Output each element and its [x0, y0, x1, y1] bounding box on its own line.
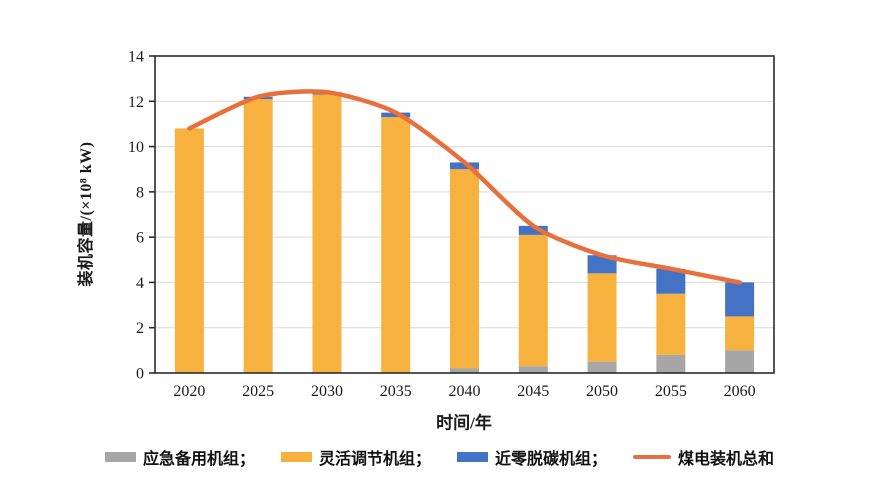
- total-line: [187, 89, 742, 285]
- x-axis-title: 时间/年: [436, 413, 492, 433]
- y-tick-label: 0: [136, 366, 144, 383]
- legend-item: 近零脱碳机组；: [457, 445, 607, 469]
- bar-segment-灵活调节机组: [312, 94, 342, 373]
- x-tick-label: 2055: [655, 383, 687, 400]
- bar-segment-近零脱碳机组: [587, 255, 617, 274]
- bar-segment-灵活调节机组: [587, 273, 617, 362]
- x-tick-label: 2045: [517, 383, 549, 400]
- legend-item: 煤电装机总和: [633, 445, 774, 469]
- legend-label: 煤电装机总和: [678, 451, 775, 468]
- x-tick-label: 2035: [380, 383, 412, 400]
- legend-color-swatch: [280, 452, 312, 462]
- legend-item: 应急备用机组；: [104, 445, 255, 469]
- bar-segment-近零脱碳机组: [518, 225, 548, 235]
- y-tick-label: 6: [136, 230, 144, 247]
- legend-label: 近零脱碳机组；: [495, 451, 608, 468]
- legend-label: 应急备用机组；: [142, 451, 255, 468]
- legend-line-swatch: [633, 454, 672, 460]
- bar-segment-灵活调节机组: [243, 99, 273, 374]
- y-tick-label: 4: [136, 275, 144, 292]
- x-tick-label: 2025: [242, 383, 274, 400]
- bar-segment-应急备用机组: [518, 366, 548, 373]
- legend: 应急备用机组； 灵活调节机组； 近零脱碳机组； 煤电装机总和: [0, 444, 879, 470]
- legend-color-swatch: [104, 452, 136, 462]
- legend-color-swatch: [457, 452, 488, 462]
- bar-segment-灵活调节机组: [450, 169, 479, 369]
- bar-segment-应急备用机组: [725, 350, 755, 373]
- bar-segment-应急备用机组: [656, 354, 686, 373]
- bar-segment-灵活调节机组: [725, 316, 755, 351]
- bar-segment-近零脱碳机组: [725, 282, 755, 317]
- bar-segment-灵活调节机组: [656, 293, 686, 355]
- bar-segment-应急备用机组: [587, 361, 617, 373]
- y-tick-label: 8: [136, 184, 144, 201]
- plot-border: [154, 55, 775, 374]
- y-tick-label: 10: [128, 139, 144, 156]
- x-tick-label: 2040: [449, 383, 481, 400]
- bar-segment-灵活调节机组: [381, 117, 411, 373]
- y-tick-label: 2: [136, 320, 144, 337]
- x-tick-label: 2030: [311, 383, 343, 400]
- bar-segment-应急备用机组: [450, 368, 479, 373]
- bar-segment-灵活调节机组: [518, 234, 548, 367]
- x-tick-label: 2050: [586, 383, 618, 400]
- bar-segment-灵活调节机组: [174, 128, 204, 373]
- x-tick-label: 2020: [173, 383, 205, 400]
- y-tick-label: 14: [128, 49, 144, 66]
- bar-segment-近零脱碳机组: [450, 162, 479, 170]
- legend-label: 灵活调节机组；: [318, 451, 431, 468]
- y-tick-label: 12: [128, 94, 144, 111]
- legend-item: 灵活调节机组；: [280, 445, 431, 469]
- x-tick-label: 2060: [724, 383, 756, 400]
